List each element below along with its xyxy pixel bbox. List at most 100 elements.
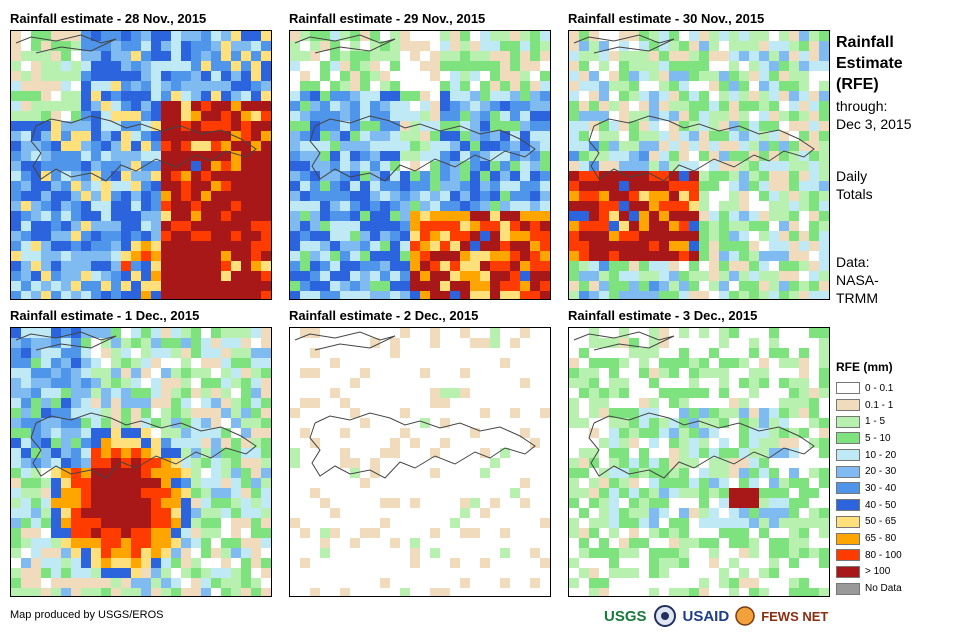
rainfall-cell bbox=[520, 231, 530, 241]
rainfall-cell bbox=[769, 428, 779, 438]
rainfall-cell bbox=[91, 131, 101, 141]
rainfall-cell bbox=[71, 358, 81, 368]
rainfall-cell bbox=[759, 91, 769, 101]
rainfall-cell bbox=[619, 241, 629, 251]
rainfall-cell bbox=[81, 478, 91, 488]
rainfall-cell bbox=[320, 181, 330, 191]
rainfall-cell bbox=[749, 91, 759, 101]
rainfall-cell bbox=[699, 181, 709, 191]
rainfall-cell bbox=[609, 568, 619, 578]
rainfall-cell bbox=[201, 538, 211, 548]
rainfall-cell bbox=[500, 41, 510, 51]
rainfall-cell bbox=[81, 121, 91, 131]
rainfall-cell bbox=[251, 448, 261, 458]
rainfall-cell bbox=[569, 61, 579, 71]
rainfall-cell bbox=[669, 201, 679, 211]
rainfall-cell bbox=[380, 498, 390, 508]
rainfall-cell bbox=[91, 578, 101, 588]
rainfall-cell bbox=[599, 498, 609, 508]
rainfall-cell bbox=[41, 378, 51, 388]
rainfall-cell bbox=[779, 508, 789, 518]
rainfall-cell bbox=[569, 378, 579, 388]
rainfall-cell bbox=[41, 201, 51, 211]
rainfall-cell bbox=[161, 458, 171, 468]
rainfall-cell bbox=[789, 141, 799, 151]
rainfall-cell bbox=[51, 468, 61, 478]
rainfall-cell bbox=[51, 161, 61, 171]
rainfall-cell bbox=[659, 151, 669, 161]
rainfall-cell bbox=[709, 131, 719, 141]
rainfall-cell bbox=[719, 578, 729, 588]
rainfall-cell bbox=[789, 398, 799, 408]
rainfall-cell bbox=[151, 538, 161, 548]
rainfall-cell bbox=[101, 538, 111, 548]
rainfall-cell bbox=[589, 458, 599, 468]
rainfall-cell bbox=[490, 31, 500, 41]
rainfall-cell bbox=[609, 281, 619, 291]
rainfall-cell bbox=[191, 408, 201, 418]
rainfall-cell bbox=[41, 338, 51, 348]
rainfall-cell bbox=[569, 131, 579, 141]
rainfall-cell bbox=[221, 81, 231, 91]
rainfall-cell bbox=[789, 498, 799, 508]
rainfall-cell bbox=[510, 261, 520, 271]
rainfall-cell bbox=[789, 271, 799, 281]
rainfall-cell bbox=[231, 518, 241, 528]
rainfall-cell bbox=[330, 151, 340, 161]
rainfall-cell bbox=[81, 508, 91, 518]
rainfall-cell bbox=[61, 358, 71, 368]
rainfall-cell bbox=[241, 61, 251, 71]
rainfall-cell bbox=[589, 41, 599, 51]
rainfall-cell bbox=[579, 568, 589, 578]
through-date: Dec 3, 2015 bbox=[836, 116, 912, 132]
rainfall-cell bbox=[241, 498, 251, 508]
legend-label: 0.1 - 1 bbox=[865, 399, 894, 411]
rainfall-cell bbox=[669, 111, 679, 121]
rainfall-cell bbox=[380, 171, 390, 181]
rainfall-cell bbox=[659, 568, 669, 578]
rainfall-cell bbox=[639, 61, 649, 71]
rainfall-cell bbox=[261, 468, 271, 478]
rainfall-cell bbox=[31, 271, 41, 281]
rainfall-cell bbox=[181, 171, 191, 181]
rainfall-cell bbox=[340, 71, 350, 81]
rainfall-cell bbox=[500, 281, 510, 291]
rainfall-cell bbox=[71, 578, 81, 588]
rainfall-cell bbox=[769, 61, 779, 71]
rainfall-cell bbox=[699, 488, 709, 498]
rainfall-cell bbox=[121, 141, 131, 151]
rainfall-cell bbox=[380, 281, 390, 291]
rainfall-cell bbox=[480, 281, 490, 291]
rainfall-cell bbox=[241, 588, 251, 596]
rainfall-cell bbox=[171, 161, 181, 171]
rainfall-cell bbox=[599, 41, 609, 51]
rainfall-cell bbox=[91, 31, 101, 41]
rainfall-cell bbox=[330, 101, 340, 111]
rainfall-cell bbox=[410, 241, 420, 251]
rainfall-cell bbox=[131, 478, 141, 488]
rainfall-cell bbox=[251, 231, 261, 241]
rainfall-cell bbox=[500, 261, 510, 271]
rainfall-cell bbox=[569, 181, 579, 191]
rainfall-cell bbox=[161, 538, 171, 548]
rainfall-cell bbox=[809, 51, 819, 61]
rainfall-cell bbox=[340, 51, 350, 61]
rainfall-cell bbox=[261, 488, 271, 498]
rainfall-cell bbox=[579, 51, 589, 61]
rainfall-cell bbox=[659, 251, 669, 261]
rainfall-cell bbox=[719, 71, 729, 81]
rainfall-cell bbox=[330, 161, 340, 171]
legend-title: RFE (mm) bbox=[836, 360, 893, 374]
rainfall-cell bbox=[141, 51, 151, 61]
rainfall-cell bbox=[221, 181, 231, 191]
rainfall-cell bbox=[151, 151, 161, 161]
rainfall-cell bbox=[350, 51, 360, 61]
rainfall-cell bbox=[191, 568, 201, 578]
rainfall-cell bbox=[231, 418, 241, 428]
rainfall-cell bbox=[61, 221, 71, 231]
rainfall-cell bbox=[659, 271, 669, 281]
rainfall-cell bbox=[739, 428, 749, 438]
rainfall-cell bbox=[809, 61, 819, 71]
rainfall-cell bbox=[151, 271, 161, 281]
rainfall-cell bbox=[669, 558, 679, 568]
